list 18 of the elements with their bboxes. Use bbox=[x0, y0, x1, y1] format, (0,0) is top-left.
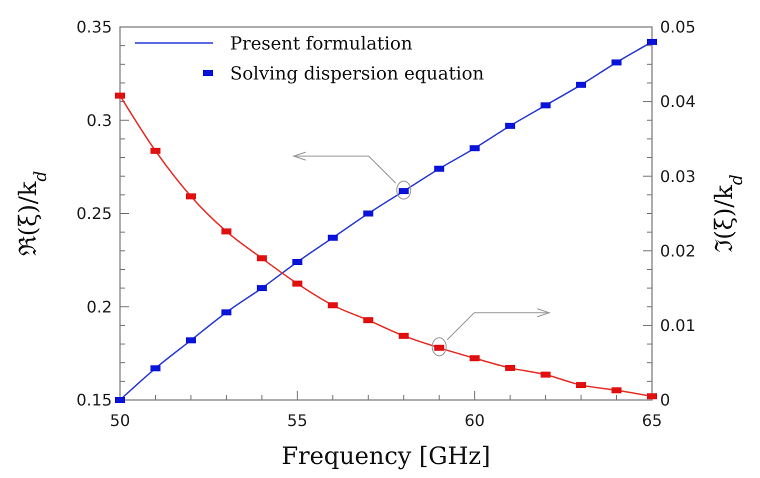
y2-tick-label: 0.01 bbox=[660, 316, 696, 335]
y-tick-label: 0.35 bbox=[76, 18, 112, 37]
y2-tick-label: 0.02 bbox=[660, 241, 696, 260]
x-tick-label: 55 bbox=[287, 411, 308, 430]
y-tick-label: 0.2 bbox=[86, 297, 112, 316]
x-tick-label: 60 bbox=[464, 411, 485, 430]
y-tick-label: 0.15 bbox=[76, 390, 112, 410]
y2-tick-label: 0.05 bbox=[660, 18, 696, 37]
y2-tick-label: 0.03 bbox=[660, 166, 696, 186]
y2-tick-label: 0 bbox=[660, 390, 670, 410]
legend-label: Solving dispersion equation bbox=[230, 63, 484, 84]
x-axis-title: Frequency [GHz] bbox=[282, 442, 490, 470]
x-tick-label: 50 bbox=[110, 411, 130, 430]
y-tick-label: 0.3 bbox=[86, 110, 112, 130]
x-tick-label: 65 bbox=[642, 411, 662, 430]
legend-label: Present formulation bbox=[230, 33, 413, 54]
y2-tick-label: 0.04 bbox=[660, 92, 696, 112]
y-tick-label: 0.25 bbox=[76, 204, 112, 224]
